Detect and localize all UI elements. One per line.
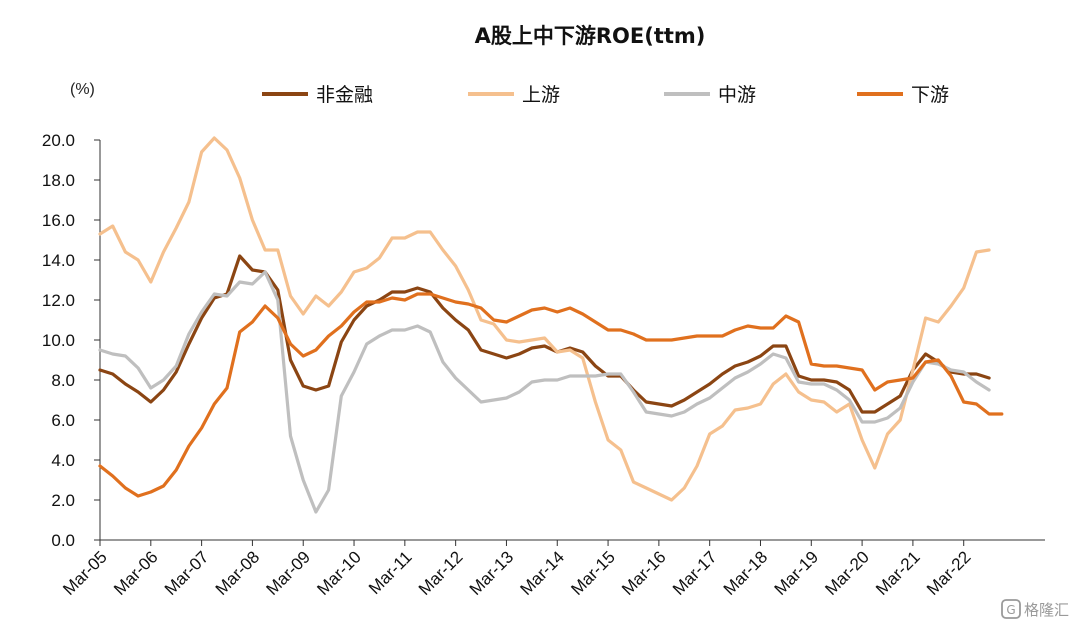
y-tick-label: 8.0 <box>51 371 75 390</box>
series-line-3 <box>98 292 1004 498</box>
series-line-0 <box>98 254 991 414</box>
x-tick-label: Mar-21 <box>872 547 924 599</box>
x-tick-label: Mar-14 <box>517 547 569 599</box>
x-tick-label: Mar-17 <box>669 547 721 599</box>
x-tick-label: Mar-07 <box>161 547 213 599</box>
legend-label-1: 上游 <box>522 84 560 106</box>
y-tick-label: 18.0 <box>42 171 75 190</box>
x-tick-label: Mar-09 <box>263 547 315 599</box>
watermark: G 格隆汇 <box>1001 599 1069 619</box>
series-line-2 <box>98 270 991 514</box>
watermark-text: 格隆汇 <box>1024 601 1069 619</box>
x-tick-label: Mar-19 <box>771 547 823 599</box>
x-tick-label: Mar-06 <box>110 547 162 599</box>
x-tick-label: Mar-12 <box>415 547 467 599</box>
series-line-1 <box>98 136 991 502</box>
gelonghui-logo-icon: G <box>1001 599 1021 619</box>
legend: 非金融 上游 中游 下游 <box>262 84 949 106</box>
x-tick-label: Mar-11 <box>365 547 416 598</box>
y-tick-label: 10.0 <box>42 331 75 350</box>
legend-label-0: 非金融 <box>316 84 373 106</box>
y-tick-label: 2.0 <box>51 491 75 510</box>
x-tick-label: Mar-08 <box>212 547 264 599</box>
x-tick-label: Mar-16 <box>618 547 670 599</box>
plot-area <box>98 136 1004 514</box>
y-tick-label: 0.0 <box>51 531 75 550</box>
y-tick-label: 16.0 <box>42 211 75 230</box>
x-tick-label: Mar-20 <box>821 547 873 599</box>
y-tick-label: 20.0 <box>42 131 75 150</box>
y-tick-label: 6.0 <box>51 411 75 430</box>
legend-label-3: 下游 <box>911 84 949 106</box>
x-tick-label: Mar-22 <box>923 547 975 599</box>
x-axis: Mar-05 Mar-06 Mar-07 Mar-08 Mar-09 Mar-10 Mar-… <box>59 539 1045 599</box>
y-tick-label: 4.0 <box>51 451 75 470</box>
x-tick-label: Mar-10 <box>313 547 365 599</box>
y-tick-label: 14.0 <box>42 251 75 270</box>
x-tick-label: Mar-05 <box>59 547 111 599</box>
svg-text:G: G <box>1006 603 1015 617</box>
y-axis-unit-label: (%) <box>70 81 95 98</box>
chart-title: A股上中下游ROE(ttm) <box>475 24 706 48</box>
x-tick-label: Mar-15 <box>567 547 619 599</box>
y-tick-label: 12.0 <box>42 291 75 310</box>
x-tick-label: Mar-18 <box>720 547 772 599</box>
y-axis: 0.0 2.0 4.0 6.0 8.0 10.0 12.0 14.0 16.0 18.0 20.0 <box>42 131 101 550</box>
x-tick-label: Mar-13 <box>466 547 518 599</box>
legend-label-2: 中游 <box>718 84 756 106</box>
